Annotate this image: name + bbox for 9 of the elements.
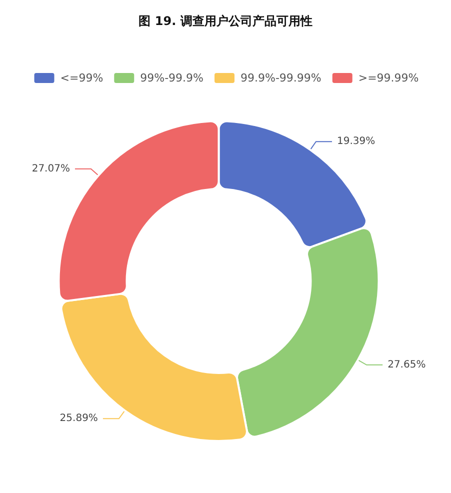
legend-label: 99%-99.9% bbox=[140, 72, 204, 84]
data-label: 27.07% bbox=[32, 163, 70, 174]
legend-label: <=99% bbox=[60, 72, 104, 84]
data-label: 25.89% bbox=[60, 413, 98, 424]
data-label: 27.65% bbox=[388, 359, 426, 370]
legend-label: 99.9%-99.99% bbox=[240, 72, 322, 84]
chart-title: 图 19. 调查用户公司产品可用性 bbox=[138, 14, 312, 28]
legend-label: >=99.99% bbox=[358, 72, 419, 84]
data-label: 19.39% bbox=[337, 136, 376, 148]
